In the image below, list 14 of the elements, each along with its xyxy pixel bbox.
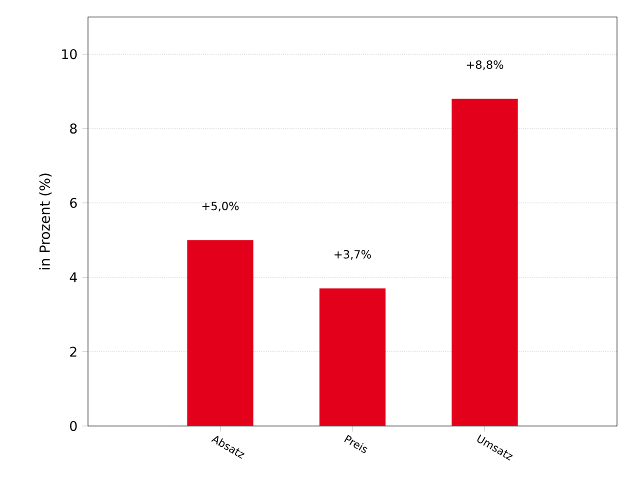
y-tick-label: 4: [70, 272, 77, 282]
bar: [319, 288, 386, 426]
y-tick-label: 10: [62, 49, 77, 60]
bar: [187, 240, 254, 426]
data-label: +5,0%: [202, 202, 239, 212]
x-tick-label: Preis: [344, 434, 368, 453]
y-axis-title: in Prozent (%): [39, 174, 52, 270]
y-tick-label: 0: [70, 420, 77, 432]
y-tick-label: 2: [70, 346, 76, 357]
bar: [452, 98, 518, 426]
data-label: +3,7%: [334, 250, 371, 260]
y-tick-label: 6: [70, 198, 77, 208]
data-label: +8,8%: [466, 60, 504, 70]
y-tick-label: 8: [70, 124, 77, 134]
